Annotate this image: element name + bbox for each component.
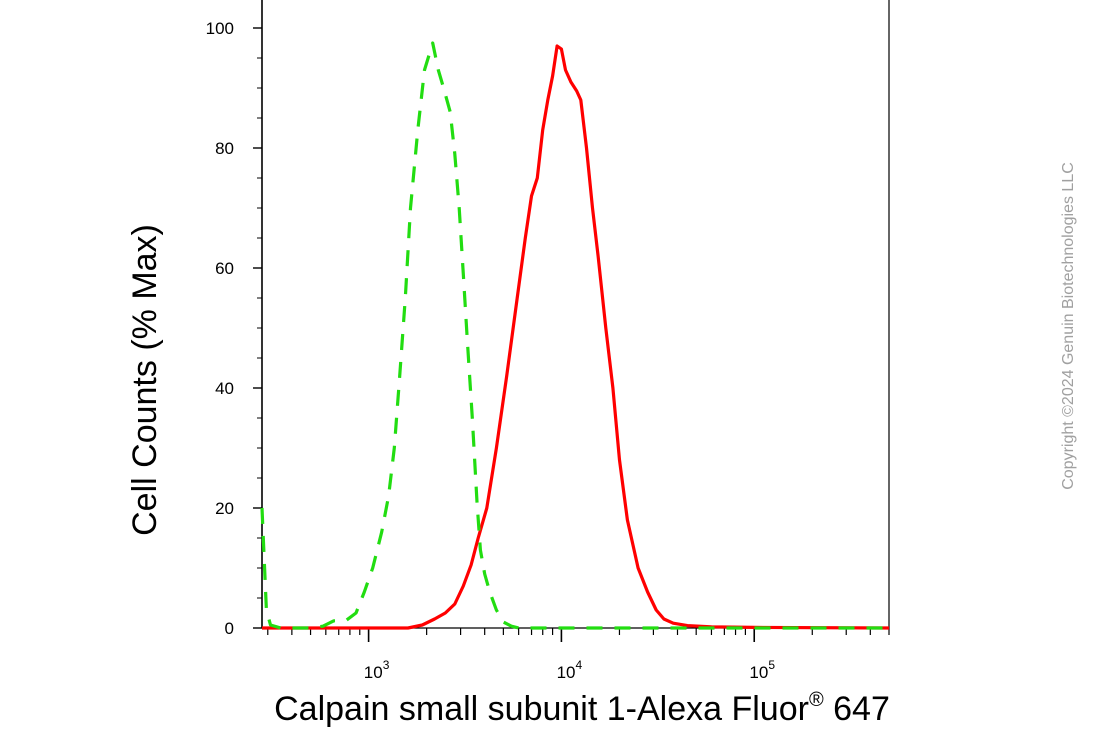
x-axis-title-tail: 647	[824, 690, 890, 728]
y-tick-label: 80	[215, 139, 234, 158]
y-tick-label: 20	[215, 499, 234, 518]
x-tick-label: 104	[557, 658, 583, 682]
x-tick-label: 103	[364, 658, 390, 682]
y-tick-label: 40	[215, 379, 234, 398]
y-tick-label: 100	[206, 19, 234, 38]
series-layer	[260, 41, 890, 630]
x-axis-title-main: Calpain small subunit 1-Alexa Fluor	[274, 690, 809, 728]
copyright-notice: Copyright ©2024 Genuin Biotechnologies L…	[1060, 162, 1077, 490]
y-tick-label: 60	[215, 259, 234, 278]
control-histogram-line	[260, 41, 889, 630]
x-axis-ticks: 103 104 105	[267, 628, 890, 682]
x-axis-title: Calpain small subunit 1-Alexa Fluor® 647	[274, 689, 890, 728]
y-axis-ticks: 0 20 40 60 80 100	[206, 19, 262, 638]
sample-histogram-line	[262, 44, 890, 630]
y-axis-title: Cell Counts (% Max)	[126, 224, 164, 536]
y-tick-label: 0	[225, 619, 234, 638]
x-axis-title-registered: ®	[809, 689, 824, 711]
x-tick-label: 105	[749, 658, 775, 682]
